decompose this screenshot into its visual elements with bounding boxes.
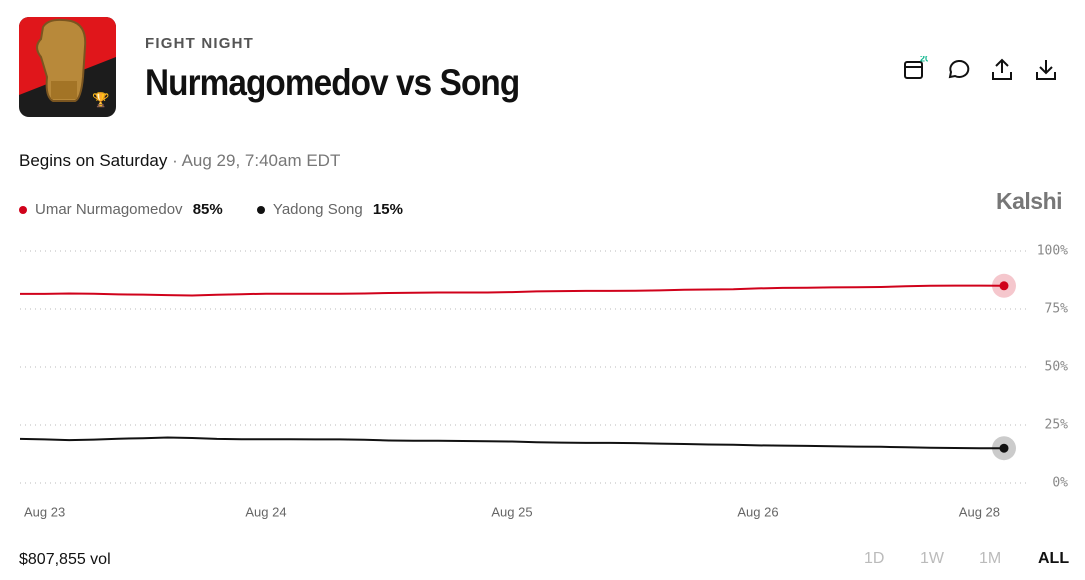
- range-button[interactable]: 1M: [979, 550, 1002, 567]
- legend-value: 85%: [192, 201, 223, 218]
- svg-text:🏆: 🏆: [92, 92, 110, 109]
- legend: Umar Nurmagomedov 85% Yadong Song 15%: [19, 201, 403, 218]
- x-tick-label: Aug 26: [737, 504, 778, 519]
- range-button[interactable]: 1W: [920, 550, 944, 567]
- x-tick-label: Aug 24: [245, 504, 286, 519]
- series-line: [20, 284, 1005, 297]
- category: FIGHT NIGHT: [145, 35, 255, 52]
- badge: 20: [920, 56, 928, 63]
- legend-name: Yadong Song: [272, 201, 363, 218]
- y-tick-label: 0%: [1052, 476, 1068, 491]
- y-tick-label: 50%: [1045, 360, 1069, 375]
- x-tick-label: Aug 28: [959, 504, 1000, 519]
- volume: $807,855 vol: [19, 551, 111, 568]
- range-button[interactable]: ALL: [1038, 550, 1070, 567]
- end-point: [999, 443, 1009, 453]
- date: · Aug 29, 7:40am EDT: [172, 151, 341, 170]
- schedule: Begins on Saturday · Aug 29, 7:40am EDT: [19, 151, 340, 171]
- x-tick-label: Aug 25: [491, 504, 532, 519]
- legend-name: Umar Nurmagomedov: [35, 201, 183, 218]
- y-tick-label: 75%: [1045, 302, 1069, 317]
- begins: Begins on Saturday: [19, 151, 168, 170]
- legend-dot: [256, 206, 265, 214]
- y-tick-label: 100%: [1037, 244, 1068, 259]
- x-tick-label: Aug 23: [24, 504, 65, 519]
- legend-dot: [19, 206, 27, 214]
- y-tick-label: 25%: [1045, 418, 1069, 433]
- download-button[interactable]: [1033, 57, 1059, 83]
- event-title: Nurmagomedov vs Song: [145, 62, 520, 103]
- legend-value: 15%: [372, 201, 403, 218]
- range-button[interactable]: 1D: [864, 550, 885, 567]
- comment-button[interactable]: [946, 57, 972, 83]
- series-line: [19, 436, 1004, 450]
- event-icon: 🏆: [19, 17, 116, 117]
- end-point: [999, 281, 1009, 291]
- calendar-button[interactable]: 20: [902, 56, 928, 82]
- share-button[interactable]: [989, 57, 1015, 83]
- brand: Kalshi: [996, 188, 1063, 214]
